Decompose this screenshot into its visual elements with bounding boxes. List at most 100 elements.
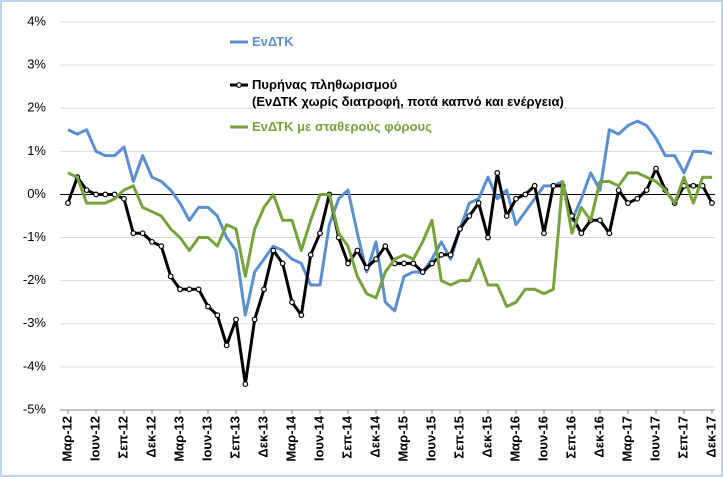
point xyxy=(643,187,650,194)
point xyxy=(289,299,295,306)
point xyxy=(242,381,249,388)
point xyxy=(214,312,221,319)
point xyxy=(261,286,267,293)
x-tick-label: Σεπ-14 xyxy=(339,415,354,458)
y-tick-label: -4% xyxy=(23,358,47,373)
point xyxy=(494,169,501,176)
y-tick-label: 0% xyxy=(27,186,46,201)
point xyxy=(195,286,202,293)
y-tick-label: 4% xyxy=(27,13,46,28)
point xyxy=(130,230,137,237)
y-tick-label: -2% xyxy=(23,272,47,287)
point xyxy=(606,230,613,237)
point xyxy=(634,195,641,202)
x-tick-label: Ιουν-14 xyxy=(311,415,326,461)
y-tick-label: -1% xyxy=(23,229,47,244)
point xyxy=(158,243,165,250)
point xyxy=(531,182,538,189)
point xyxy=(429,260,435,267)
point xyxy=(270,247,277,254)
x-tick-label: Δεκ-17 xyxy=(703,416,718,458)
point xyxy=(522,191,529,198)
y-tick-label: -5% xyxy=(23,401,47,416)
point xyxy=(65,200,71,206)
point xyxy=(83,187,90,194)
point xyxy=(102,191,109,198)
point xyxy=(410,260,417,267)
point xyxy=(279,260,286,267)
x-tick-label: Σεπ-15 xyxy=(451,416,466,459)
x-tick-label: Σεπ-13 xyxy=(227,416,242,459)
point xyxy=(186,286,193,293)
point xyxy=(121,195,127,202)
x-tick-label: Δεκ-14 xyxy=(367,415,382,457)
point xyxy=(653,165,659,172)
point xyxy=(541,230,547,237)
point xyxy=(447,251,454,258)
series-line xyxy=(66,167,714,386)
point xyxy=(475,200,482,206)
x-tick-label: Σεπ-16 xyxy=(563,416,578,459)
point xyxy=(485,234,491,241)
point xyxy=(625,200,631,206)
point xyxy=(419,269,426,275)
point xyxy=(578,230,585,237)
point xyxy=(373,256,379,263)
point xyxy=(690,182,697,189)
x-tick-label: Μαρ-17 xyxy=(619,416,634,462)
legend-marker xyxy=(236,82,242,88)
point xyxy=(709,200,715,206)
point xyxy=(177,286,183,293)
x-tick-label: Μαρ-14 xyxy=(283,415,298,461)
point xyxy=(298,312,305,319)
point xyxy=(307,251,314,258)
point xyxy=(317,230,323,237)
x-tick-label: Σεπ-12 xyxy=(115,416,130,459)
x-tick-label: Ιουν-17 xyxy=(647,416,662,461)
y-tick-label: -3% xyxy=(23,315,47,330)
point xyxy=(503,213,510,219)
x-tick-label: Ιουν-13 xyxy=(199,416,214,461)
series-line xyxy=(67,119,713,317)
point xyxy=(382,243,389,250)
point xyxy=(513,195,519,202)
point xyxy=(233,316,239,323)
legend-label: ΕνΔΤΚ xyxy=(252,34,294,49)
x-tick-label: Ιουν-15 xyxy=(423,416,438,461)
x-tick-label: Ιουν-16 xyxy=(535,416,550,461)
point xyxy=(615,187,622,194)
point xyxy=(345,260,351,267)
x-tick-label: Μαρ-16 xyxy=(507,416,522,462)
x-tick-label: Μαρ-15 xyxy=(395,416,410,462)
legend-label: Πυρήνας πληθωρισμού (ΕνΔΤΚ χωρίς διατροφ… xyxy=(252,77,564,109)
x-tick-label: Μαρ-12 xyxy=(59,416,74,462)
point xyxy=(597,217,603,224)
point xyxy=(550,182,557,189)
x-tick-label: Δεκ-16 xyxy=(591,416,606,458)
point xyxy=(457,226,463,232)
y-tick-label: 2% xyxy=(27,100,46,115)
point xyxy=(205,303,211,310)
x-tick-label: Σεπ-17 xyxy=(675,416,690,459)
point xyxy=(354,247,361,254)
x-tick-label: Δεκ-13 xyxy=(255,416,270,458)
x-tick-label: Δεκ-15 xyxy=(479,416,494,458)
point xyxy=(223,342,230,349)
series-line xyxy=(67,171,712,309)
point xyxy=(363,264,370,271)
point xyxy=(93,191,99,198)
x-tick-label: Ιουν-12 xyxy=(87,416,102,461)
point xyxy=(167,273,174,280)
y-tick-label: 1% xyxy=(27,143,46,158)
point xyxy=(149,238,155,245)
x-tick-label: Δεκ-12 xyxy=(143,416,158,458)
point xyxy=(251,316,258,323)
x-tick-label: Μαρ-13 xyxy=(171,416,186,462)
point xyxy=(466,213,473,219)
legend-label: ΕνΔΤΚ με σταθερούς φόρους xyxy=(252,119,432,134)
point xyxy=(139,230,146,237)
point xyxy=(401,260,407,267)
